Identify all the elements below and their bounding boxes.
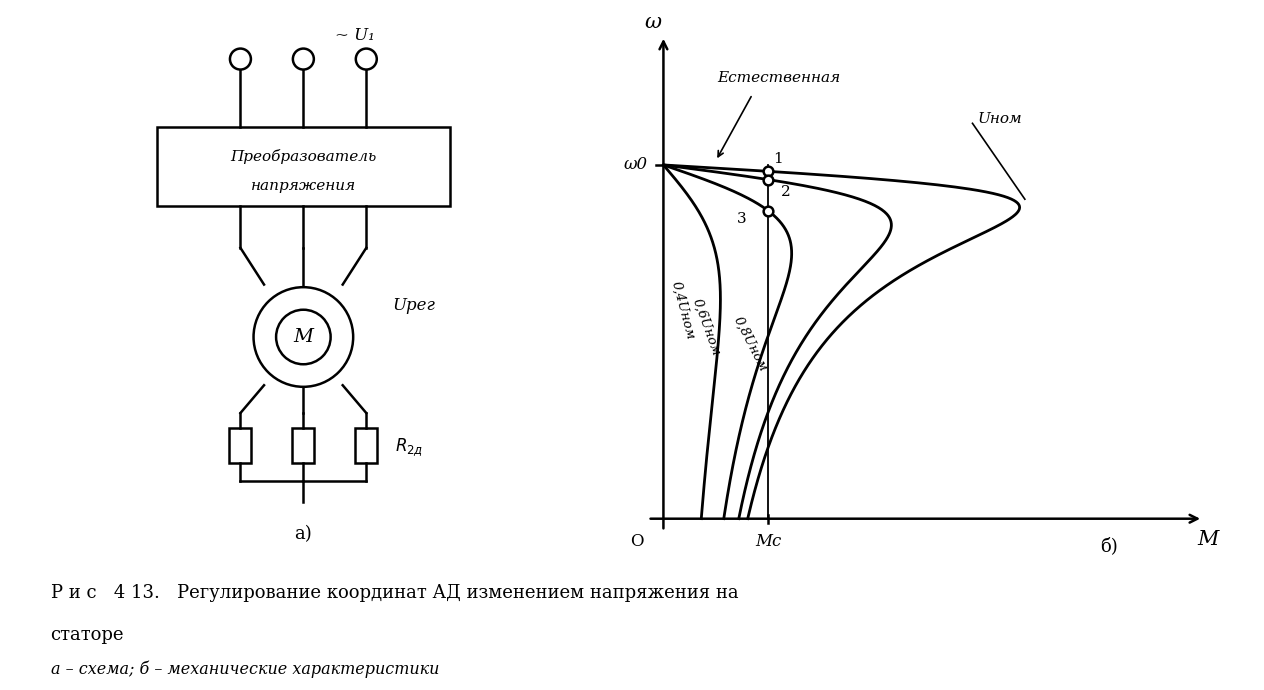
Bar bbox=[157, 127, 450, 206]
Text: б): б) bbox=[1100, 537, 1117, 555]
Bar bbox=[292, 428, 315, 464]
Text: ~ U₁: ~ U₁ bbox=[335, 27, 374, 44]
Text: M: M bbox=[293, 328, 313, 346]
Text: 0,6Uном: 0,6Uном bbox=[690, 297, 723, 357]
Text: M: M bbox=[1197, 530, 1218, 549]
Text: $R_{2д}$: $R_{2д}$ bbox=[396, 436, 423, 458]
Text: Р и с   4 13.   Регулирование координат АД изменением напряжения на: Р и с 4 13. Регулирование координат АД и… bbox=[51, 584, 738, 602]
Text: а): а) bbox=[295, 524, 312, 542]
Text: а – схема; б – механические характеристики: а – схема; б – механические характеристи… bbox=[51, 660, 439, 678]
Text: Mc: Mc bbox=[755, 533, 781, 550]
Text: 3: 3 bbox=[737, 213, 746, 226]
Text: 1: 1 bbox=[774, 152, 784, 166]
Bar bbox=[230, 428, 252, 464]
Text: O: O bbox=[631, 533, 643, 550]
Text: 0,8Uном: 0,8Uном bbox=[731, 314, 770, 373]
Text: Uрег: Uрег bbox=[393, 297, 435, 314]
Text: ω0: ω0 bbox=[623, 157, 647, 173]
Text: Естественная: Естественная bbox=[717, 70, 841, 85]
Text: статоре: статоре bbox=[51, 626, 124, 644]
Text: ω: ω bbox=[645, 12, 661, 32]
Text: 2: 2 bbox=[781, 186, 791, 199]
Text: Преобразователь: Преобразователь bbox=[230, 148, 377, 164]
Text: напряжения: напряжения bbox=[250, 179, 356, 193]
Text: Uном: Uном bbox=[978, 112, 1023, 126]
Bar bbox=[355, 428, 377, 464]
Text: 0,4Uном: 0,4Uном bbox=[670, 280, 698, 342]
